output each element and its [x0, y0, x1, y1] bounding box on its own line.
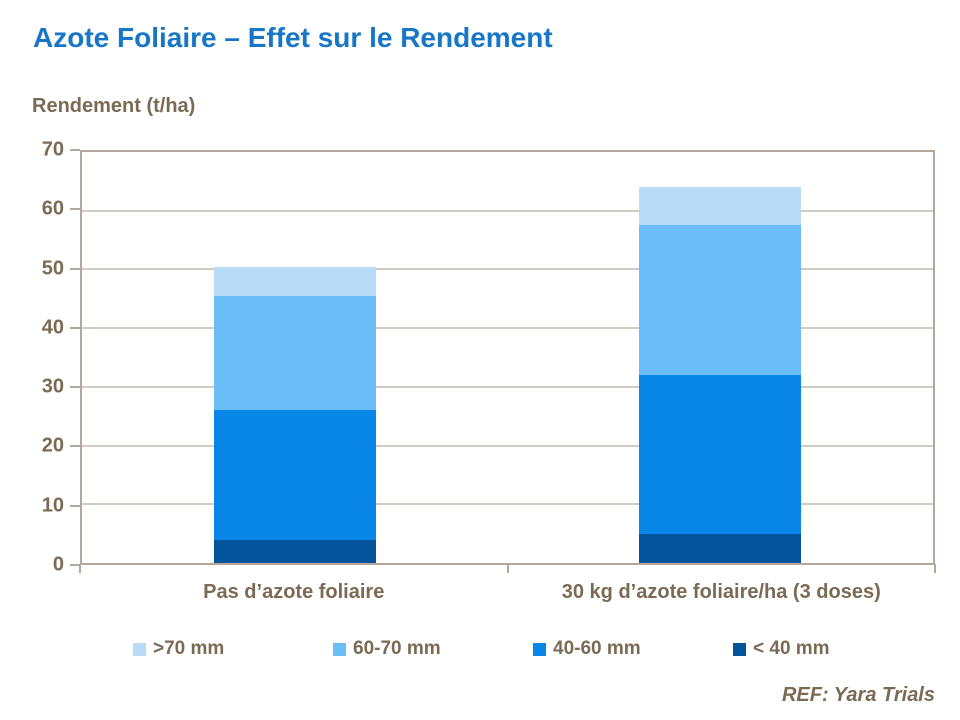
legend: >70 mm 60-70 mm 40-60 mm < 40 mm — [133, 638, 933, 660]
category-tick — [934, 564, 936, 573]
y-tick-label-20: 20 — [41, 434, 64, 457]
y-tick-label-10: 10 — [41, 494, 64, 517]
y-tick-mark — [70, 208, 80, 211]
legend-swatch-icon — [533, 642, 546, 656]
legend-entry: 60-70 mm — [333, 638, 533, 660]
bar-segment — [639, 187, 802, 226]
bar-segment — [639, 225, 802, 376]
y-tick-mark — [70, 149, 80, 151]
y-tick-label-50: 50 — [41, 257, 64, 280]
bar-segment — [639, 375, 802, 534]
y-tick-mark — [70, 445, 80, 448]
y-tick-mark — [70, 267, 80, 270]
bar-1 — [639, 187, 802, 563]
legend-swatch-icon — [733, 642, 746, 656]
bar-segment — [213, 410, 376, 540]
gridline-10 — [82, 503, 933, 506]
legend-entry: >70 mm — [133, 638, 333, 660]
bar-segment — [213, 295, 376, 411]
legend-label: 40-60 mm — [553, 638, 641, 659]
gridline-40 — [82, 327, 933, 330]
y-tick-label-30: 30 — [41, 375, 64, 398]
y-axis-labels: 0 10 20 30 40 50 60 70 — [0, 139, 64, 576]
y-tick-mark — [70, 326, 80, 329]
legend-swatch-icon — [133, 642, 146, 656]
bar-segment — [213, 266, 376, 296]
y-tick-label-40: 40 — [41, 316, 64, 339]
bar-0 — [213, 266, 376, 563]
y-tick-mark — [70, 504, 80, 507]
legend-entry: 40-60 mm — [533, 638, 733, 660]
chart-title: Azote Foliaire – Effet sur le Rendement — [33, 22, 553, 53]
x-label-30kg-nitrogen: 30 kg d’azote foliaire/ha (3 doses) — [561, 581, 881, 603]
y-tick-label-0: 0 — [52, 553, 64, 576]
legend-swatch-icon — [333, 642, 346, 656]
gridline-30 — [82, 385, 933, 388]
y-tick-label-70: 70 — [41, 138, 64, 161]
plot-area — [80, 150, 935, 565]
y-axis-ticks — [70, 149, 80, 566]
y-axis-title: Rendement (t/ha) — [32, 95, 196, 117]
legend-entry: < 40 mm — [733, 638, 933, 660]
category-tick — [79, 564, 81, 573]
x-label-no-nitrogen: Pas d’azote foliaire — [203, 581, 385, 603]
y-tick-label-60: 60 — [41, 197, 64, 220]
gridline-60 — [82, 209, 933, 212]
category-ticks — [79, 564, 936, 573]
y-tick-mark — [70, 564, 80, 566]
reference-text: REF: Yara Trials — [781, 684, 935, 706]
gridline-20 — [82, 444, 933, 447]
x-axis-labels: Pas d’azote foliaire 30 kg d’azote folia… — [80, 581, 935, 604]
bar-segment — [639, 533, 802, 563]
gridline-50 — [82, 268, 933, 271]
y-tick-mark — [70, 386, 80, 389]
legend-label: 60-70 mm — [353, 638, 441, 659]
legend-label: < 40 mm — [753, 638, 830, 659]
category-tick — [506, 564, 509, 573]
legend-label: >70 mm — [153, 638, 225, 659]
bar-segment — [213, 539, 376, 563]
